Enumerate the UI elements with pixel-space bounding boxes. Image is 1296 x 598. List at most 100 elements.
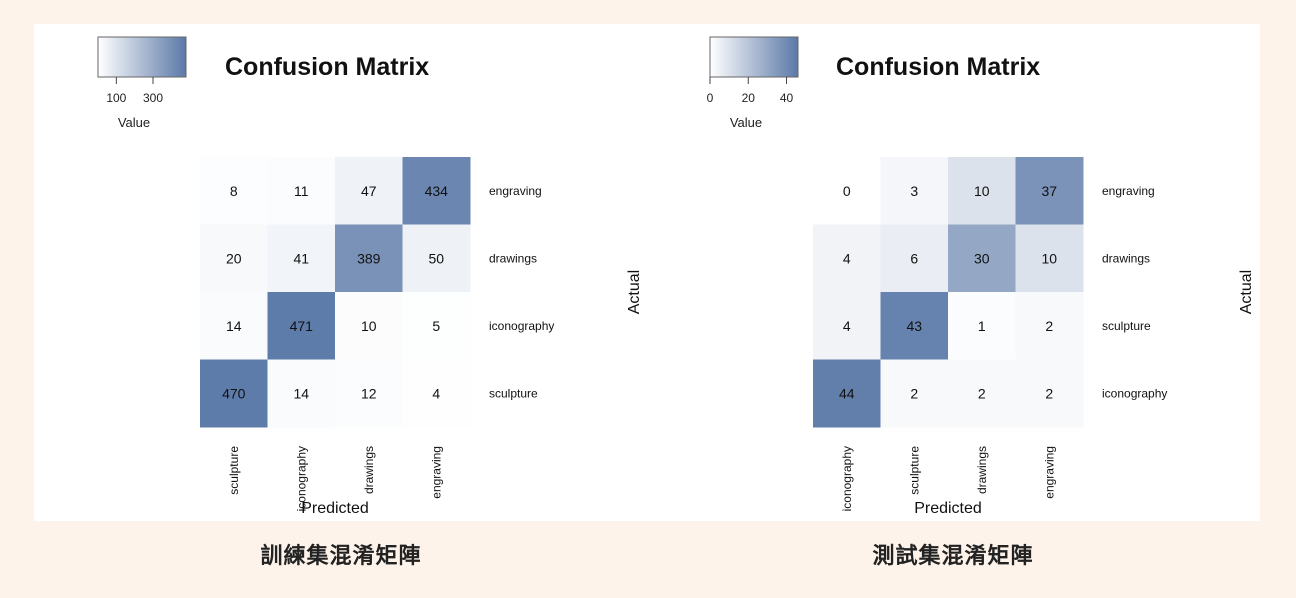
matrix-cell (335, 157, 403, 225)
legend-colorbar (97, 36, 187, 78)
x-tick-label: engraving (429, 446, 443, 499)
cell-value-label: 43 (906, 318, 922, 334)
y-tick-label: sculpture (1102, 319, 1151, 333)
cell-value-label: 47 (361, 183, 377, 199)
y-tick-label: engraving (1102, 184, 1155, 198)
x-axis-label: Predicted (914, 500, 982, 517)
chart-title: Confusion Matrix (225, 53, 429, 81)
train-matrix-caption: 訓練集混淆矩陣 (260, 544, 422, 569)
cell-value-label: 2 (1045, 385, 1053, 401)
matrix-cell (200, 292, 268, 360)
y-axis-label: Actual (626, 270, 643, 314)
legend-tick-label: 0 (707, 91, 714, 105)
y-tick-label: engraving (489, 184, 542, 198)
chart-title: Confusion Matrix (836, 53, 1040, 81)
matrix-cell (200, 359, 268, 428)
test-confusion-matrix-panel: 0 20 40 Value Confusion Matrix 0 3 10 37 4 6 30 10 4 4… (646, 24, 1260, 521)
train-confusion-matrix-chart: 100 300 Value Confusion Matrix 8 11 47 434 20 41 3… (97, 36, 643, 517)
cell-value-label: 4 (843, 250, 851, 266)
legend-title: Value (730, 115, 762, 130)
cell-value-label: 11 (294, 183, 309, 199)
matrix-cell (200, 224, 268, 293)
matrix-cell (813, 359, 881, 428)
matrix-cell (267, 292, 336, 360)
matrix-cell (267, 359, 336, 428)
train-confusion-matrix-panel: 100 300 Value Confusion Matrix 8 11 47 434 20 41 3… (34, 24, 648, 521)
matrix-cell (402, 292, 471, 360)
matrix-cell (880, 292, 949, 360)
matrix-cell (267, 157, 336, 225)
cell-value-label: 470 (222, 385, 246, 401)
x-tick-label: iconography (294, 446, 308, 511)
cell-value-label: 4 (843, 318, 851, 334)
x-tick-label: engraving (1042, 446, 1056, 499)
cell-value-label: 14 (293, 385, 309, 401)
matrix-cell (335, 359, 403, 428)
cell-value-label: 10 (974, 183, 990, 199)
matrix-cell (948, 224, 1016, 293)
x-tick-label: iconography (840, 446, 854, 511)
legend-tick-label: 20 (742, 91, 756, 105)
cell-value-label: 20 (226, 250, 242, 266)
cell-value-label: 434 (425, 183, 449, 199)
cell-value-label: 5 (432, 318, 440, 334)
cell-value-label: 3 (910, 183, 918, 199)
y-tick-label: iconography (489, 319, 554, 333)
matrix-cell (335, 224, 403, 293)
matrix-cell (335, 292, 403, 360)
matrix-cell (267, 224, 336, 293)
matrix-cell (402, 224, 471, 293)
cell-value-label: 37 (1041, 183, 1057, 199)
legend-tick-label: 100 (106, 91, 126, 105)
cell-value-label: 2 (978, 385, 986, 401)
cell-value-label: 14 (226, 318, 242, 334)
x-tick-label: sculpture (227, 446, 241, 495)
matrix-cell (1015, 157, 1084, 225)
cell-value-label: 10 (361, 318, 377, 334)
cell-value-label: 471 (290, 318, 314, 334)
x-axis-label: Predicted (301, 500, 369, 517)
legend-colorbar (709, 36, 799, 78)
x-tick-label: sculpture (907, 446, 921, 495)
cell-value-label: 10 (1041, 250, 1057, 266)
cell-value-label: 41 (293, 250, 309, 266)
cell-value-label: 2 (1045, 318, 1053, 334)
y-axis-label: Actual (1238, 270, 1255, 314)
matrix-cell (1015, 359, 1084, 428)
cell-value-label: 44 (839, 385, 855, 401)
legend-tick-label: 40 (780, 91, 794, 105)
legend-tick-label: 300 (143, 91, 163, 105)
matrix-cell (880, 157, 949, 225)
matrix-cell (948, 292, 1016, 360)
matrix-cell (813, 292, 881, 360)
cell-value-label: 1 (978, 318, 986, 334)
y-tick-label: sculpture (489, 386, 538, 400)
cell-value-label: 12 (361, 385, 377, 401)
legend-title: Value (118, 115, 150, 130)
y-tick-label: drawings (489, 251, 537, 265)
matrix-cell (1015, 292, 1084, 360)
matrix-cell (402, 359, 471, 428)
test-matrix-caption: 測試集混淆矩陣 (872, 544, 1034, 569)
matrix-cell (948, 359, 1016, 428)
cell-value-label: 30 (974, 250, 990, 266)
y-tick-label: drawings (1102, 251, 1150, 265)
matrix-cell (1015, 224, 1084, 293)
y-tick-label: iconography (1102, 386, 1167, 400)
matrix-cell (948, 157, 1016, 225)
cell-value-label: 4 (432, 385, 440, 401)
x-tick-label: drawings (362, 446, 376, 494)
matrix-cell (880, 224, 949, 293)
cell-value-label: 50 (428, 250, 444, 266)
cell-value-label: 2 (910, 385, 918, 401)
matrix-cell (200, 157, 268, 225)
x-tick-label: drawings (975, 446, 989, 494)
cell-value-label: 0 (843, 183, 851, 199)
cell-value-label: 389 (357, 250, 381, 266)
matrix-cell (813, 157, 881, 225)
matrix-cell (880, 359, 949, 428)
matrix-cell (402, 157, 471, 225)
cell-value-label: 6 (910, 250, 918, 266)
